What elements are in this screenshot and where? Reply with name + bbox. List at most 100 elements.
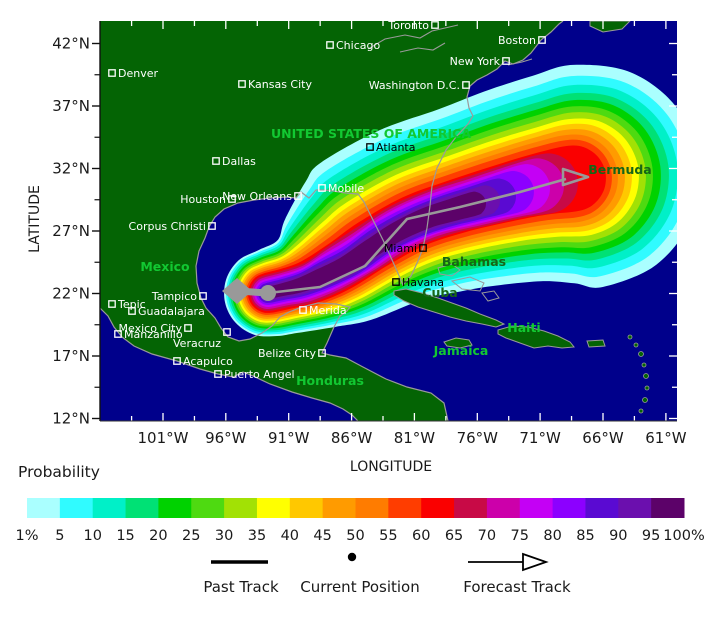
city-label: Tampico: [151, 290, 197, 303]
colorbar-label: 20: [149, 528, 167, 544]
colorbar-segment: [27, 498, 61, 518]
country-label: Cuba: [422, 285, 457, 300]
colorbar-segment: [585, 498, 619, 518]
colorbar-label: 80: [543, 528, 561, 544]
island-dot: [638, 408, 644, 414]
colorbar-label: 70: [478, 528, 496, 544]
lon-tick-label: 96°W: [205, 429, 247, 447]
city-label: Miami: [384, 242, 417, 255]
city-marker: [366, 143, 374, 151]
colorbar-label: 30: [215, 528, 233, 544]
lat-tick-label: 42°N: [52, 35, 90, 53]
colorbar-label: 55: [379, 528, 397, 544]
island: [586, 339, 606, 348]
city-marker: [128, 307, 136, 315]
city-marker: [392, 278, 400, 286]
colorbar-label: 1%: [15, 528, 38, 544]
city-label: Veracruz: [173, 337, 221, 350]
legend-past-track-label: Past Track: [203, 578, 279, 596]
colorbar-segment: [651, 498, 685, 518]
coastline-atlantic: [195, 21, 564, 421]
y-axis-title: LATITUDE: [27, 185, 43, 253]
colorbar-segment: [92, 498, 127, 518]
colorbar-segment: [388, 498, 422, 518]
colorbar-label: 90: [609, 528, 627, 544]
country-label: Jamaica: [433, 343, 489, 358]
country-label: Bermuda: [588, 162, 651, 177]
colorbar-segment: [158, 498, 192, 518]
lake-outline: [507, 58, 533, 66]
city-label: Denver: [118, 67, 158, 80]
colorbar-label: 60: [412, 528, 430, 544]
city-label: Corpus Christi: [129, 220, 206, 233]
island-dot: [627, 334, 633, 340]
city-label: Washington D.C.: [369, 79, 460, 92]
legend-forecast-track-label: Forecast Track: [463, 578, 571, 596]
legend-current-position-label: Current Position: [300, 578, 420, 596]
city-label: Atlanta: [376, 141, 415, 154]
current-position-sample-dot: [347, 552, 357, 562]
colorbar-label: 15: [116, 528, 134, 544]
lake-outline: [367, 24, 459, 50]
city-label: New York: [450, 55, 501, 68]
colorbar-segment: [191, 498, 225, 518]
city-label: Puerto Angel: [224, 368, 295, 381]
city-marker: [462, 81, 470, 89]
lon-tick-label: 91°W: [268, 429, 310, 447]
country-label: Mexico: [140, 259, 190, 274]
colorbar-segment: [421, 498, 455, 518]
lat-tick-label: 32°N: [52, 160, 90, 178]
coastline-pacific: [100, 307, 359, 421]
city-label: Chicago: [336, 39, 380, 52]
city-marker: [199, 292, 207, 300]
city-marker: [223, 328, 231, 336]
forecast-track-arrow-icon: [522, 552, 549, 572]
city-label: Tepic: [117, 298, 146, 311]
colorbar-segment: [224, 498, 258, 518]
lon-tick-label: 61°W: [645, 429, 687, 447]
forecast-track-arrowhead: [561, 167, 590, 187]
city-marker: [228, 195, 236, 203]
city-label: New Orleans: [222, 190, 292, 203]
city-marker: [214, 370, 222, 378]
colorbar-label: 45: [313, 528, 331, 544]
city-label: Houston: [180, 193, 226, 206]
island-dot: [644, 385, 650, 391]
colorbar-label: 95: [642, 528, 660, 544]
lat-tick-label: 37°N: [52, 97, 90, 115]
city-label: Havana: [402, 276, 444, 289]
x-axis-title: LONGITUDE: [350, 459, 432, 475]
city-marker: [108, 300, 116, 308]
island: [443, 337, 473, 349]
lon-tick-label: 66°W: [582, 429, 624, 447]
lon-tick-label: 86°W: [331, 429, 373, 447]
island-dot: [642, 397, 648, 403]
lon-tick-label: 71°W: [519, 429, 561, 447]
colorbar-label: 25: [182, 528, 200, 544]
island: [393, 288, 506, 328]
country-label: Haiti: [507, 320, 540, 335]
island-dot: [643, 373, 649, 379]
colorbar-label: 5: [55, 528, 64, 544]
island-dot: [633, 342, 639, 348]
current-position-marker: [260, 285, 276, 301]
colorbar-label: 10: [83, 528, 101, 544]
forecast-track-line: [267, 177, 567, 295]
colorbar-segment: [552, 498, 586, 518]
city-label: Dallas: [222, 155, 256, 168]
city-marker: [431, 21, 439, 29]
city-marker: [538, 36, 546, 44]
city-label: Acapulco: [183, 355, 233, 368]
lat-tick-label: 22°N: [52, 285, 90, 303]
lake-outline: [399, 42, 446, 53]
colorbar-segment: [59, 498, 94, 518]
city-label: Toronto: [387, 19, 429, 32]
city-marker: [238, 80, 246, 88]
country-label: Bahamas: [442, 254, 506, 269]
bahama-bank-outline: [481, 290, 500, 302]
island-dot: [638, 351, 644, 357]
colorbar-segment: [125, 498, 159, 518]
bahama-bank-outline: [437, 263, 461, 277]
city-marker: [326, 41, 334, 49]
